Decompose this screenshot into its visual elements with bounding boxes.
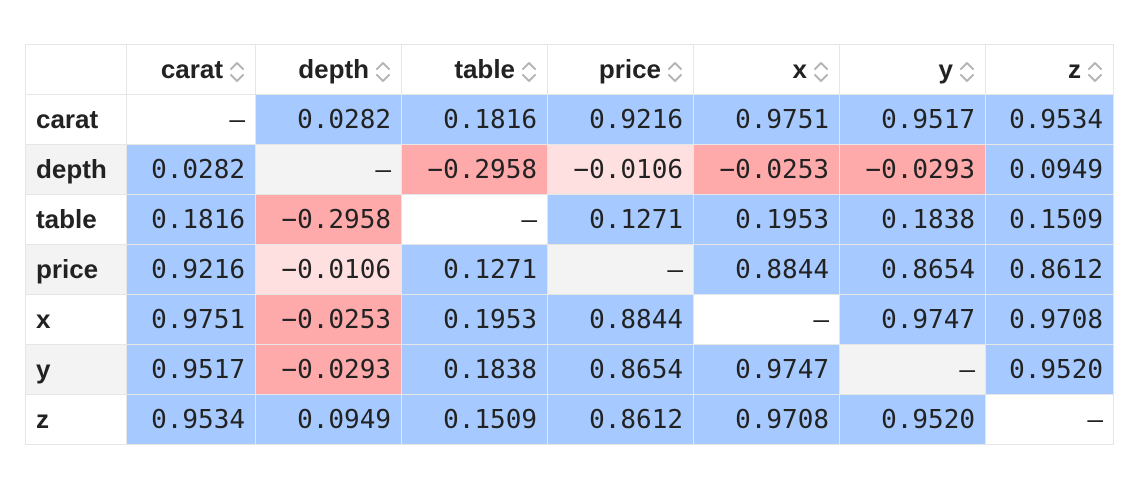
sort-updown-icon[interactable]: [1087, 59, 1103, 82]
column-header-label: table: [454, 54, 515, 84]
diagonal-cell: —: [401, 194, 548, 245]
correlation-cell-positive: 0.0949: [985, 144, 1114, 195]
correlation-cell-positive: 0.8612: [547, 394, 694, 445]
column-header-content: depth: [298, 54, 391, 85]
diagonal-cell: —: [126, 94, 256, 145]
correlation-cell-negative: −0.0293: [839, 144, 986, 195]
diagonal-cell: —: [693, 294, 840, 345]
correlation-cell-negative: −0.0293: [255, 344, 402, 395]
correlation-cell-negative: −0.0253: [693, 144, 840, 195]
correlation-cell-positive: 0.9751: [693, 94, 840, 145]
sort-updown-icon[interactable]: [667, 59, 683, 82]
column-header-price[interactable]: price: [547, 44, 694, 95]
correlation-cell-positive: 0.8612: [985, 244, 1114, 295]
correlation-cell-positive: 0.1838: [401, 344, 548, 395]
correlation-table: carat depth table price x y z carat —0.0282 0.18…: [25, 44, 1114, 445]
correlation-cell-positive: 0.1953: [693, 194, 840, 245]
correlation-cell-positive: 0.9520: [985, 344, 1114, 395]
correlation-cell-positive: 0.8654: [839, 244, 986, 295]
column-header-depth[interactable]: depth: [255, 44, 402, 95]
correlation-cell-positive: 0.8654: [547, 344, 694, 395]
correlation-cell-negative: −0.0106: [255, 244, 402, 295]
sort-updown-icon[interactable]: [521, 59, 537, 82]
correlation-cell-positive: 0.9517: [126, 344, 256, 395]
correlation-cell-positive: 0.1509: [401, 394, 548, 445]
column-header-label: x: [792, 54, 807, 84]
table-row: x 0.9751 −0.0253 0.1953 0.8844—0.9747 0.9708: [25, 294, 1114, 345]
correlation-table-container: carat depth table price x y z carat —0.0282 0.18…: [25, 44, 1114, 445]
column-header-label: y: [938, 54, 953, 84]
row-header-z: z: [25, 394, 127, 445]
correlation-cell-positive: 0.1271: [547, 194, 694, 245]
correlation-cell-positive: 0.1816: [401, 94, 548, 145]
column-header-content: carat: [161, 54, 245, 85]
row-header-price: price: [25, 244, 127, 295]
correlation-cell-positive: 0.9708: [693, 394, 840, 445]
correlation-cell-negative: −0.0253: [255, 294, 402, 345]
column-header-content: z: [1068, 54, 1103, 85]
column-header-x[interactable]: x: [693, 44, 840, 95]
correlation-cell-positive: 0.8844: [547, 294, 694, 345]
correlation-cell-positive: 0.1953: [401, 294, 548, 345]
table-row: z 0.9534 0.0949 0.1509 0.8612 0.9708 0.9520—: [25, 394, 1114, 445]
column-header-content: y: [939, 54, 975, 85]
table-row: depth 0.0282— −0.2958 −0.0106 −0.0253 −0.0293…: [25, 144, 1114, 195]
sort-updown-icon[interactable]: [959, 59, 975, 82]
correlation-cell-positive: 0.9534: [126, 394, 256, 445]
correlation-cell-positive: 0.9517: [839, 94, 986, 145]
correlation-cell-positive: 0.1838: [839, 194, 986, 245]
table-row: carat —0.0282 0.1816 0.9216 0.9751 0.9517 0.95…: [25, 94, 1114, 145]
correlation-cell-positive: 0.9534: [985, 94, 1114, 145]
correlation-cell-positive: 0.9216: [547, 94, 694, 145]
sort-updown-icon[interactable]: [375, 59, 391, 82]
row-header-depth: depth: [25, 144, 127, 195]
column-header-z[interactable]: z: [985, 44, 1114, 95]
column-header-content: x: [793, 54, 829, 85]
diagonal-cell: —: [547, 244, 694, 295]
row-header-table: table: [25, 194, 127, 245]
corner-cell: [25, 44, 127, 95]
column-header-label: depth: [298, 54, 369, 84]
correlation-cell-positive: 0.0282: [255, 94, 402, 145]
column-header-table[interactable]: table: [401, 44, 548, 95]
table-row: y 0.9517 −0.0293 0.1838 0.8654 0.9747—0.9520: [25, 344, 1114, 395]
correlation-cell-positive: 0.0949: [255, 394, 402, 445]
column-header-content: table: [454, 54, 537, 85]
table-body: carat —0.0282 0.1816 0.9216 0.9751 0.9517 0.95…: [25, 94, 1114, 445]
correlation-cell-positive: 0.9747: [839, 294, 986, 345]
correlation-cell-positive: 0.0282: [126, 144, 256, 195]
correlation-cell-negative: −0.2958: [401, 144, 548, 195]
diagonal-cell: —: [255, 144, 402, 195]
column-header-y[interactable]: y: [839, 44, 986, 95]
correlation-cell-negative: −0.2958: [255, 194, 402, 245]
column-header-label: price: [598, 54, 661, 84]
sort-updown-icon[interactable]: [813, 59, 829, 82]
correlation-cell-positive: 0.9520: [839, 394, 986, 445]
table-row: table 0.1816 −0.2958—0.1271 0.1953 0.1838 0.1…: [25, 194, 1114, 245]
correlation-cell-positive: 0.1816: [126, 194, 256, 245]
sort-updown-icon[interactable]: [229, 59, 245, 82]
row-header-carat: carat: [25, 94, 127, 145]
row-header-y: y: [25, 344, 127, 395]
correlation-cell-positive: 0.9708: [985, 294, 1114, 345]
column-header-label: carat: [160, 54, 223, 84]
header-row: carat depth table price x y z: [25, 44, 1114, 95]
correlation-cell-positive: 0.8844: [693, 244, 840, 295]
column-header-content: price: [599, 54, 683, 85]
diagonal-cell: —: [985, 394, 1114, 445]
correlation-cell-negative: −0.0106: [547, 144, 694, 195]
correlation-cell-positive: 0.9747: [693, 344, 840, 395]
diagonal-cell: —: [839, 344, 986, 395]
column-header-label: z: [1068, 54, 1081, 84]
row-header-x: x: [25, 294, 127, 345]
correlation-cell-positive: 0.9216: [126, 244, 256, 295]
table-row: price 0.9216 −0.0106 0.1271—0.8844 0.8654 0.8…: [25, 244, 1114, 295]
table-header: carat depth table price x y z: [25, 44, 1114, 95]
correlation-cell-positive: 0.9751: [126, 294, 256, 345]
correlation-cell-positive: 0.1509: [985, 194, 1114, 245]
column-header-carat[interactable]: carat: [126, 44, 256, 95]
correlation-cell-positive: 0.1271: [401, 244, 548, 295]
